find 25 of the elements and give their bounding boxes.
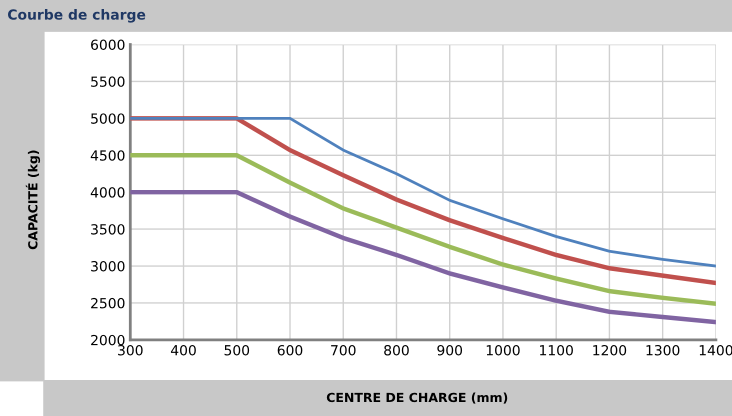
y-tick-label: 4000 [90,187,125,198]
x-tick-label: 800 [384,344,409,356]
x-tick-label: 1100 [540,344,573,356]
y-tick-label: 4500 [90,150,125,161]
y-axis-title: CAPACITÉ (kg) [26,150,40,250]
x-tick-label: 900 [437,344,462,356]
y-tick-label: 3000 [91,261,125,272]
y-tick-label: 3500 [91,224,125,235]
x-axis-title: CENTRE DE CHARGE (mm) [326,392,508,404]
x-tick-label: 1300 [646,344,680,356]
y-tick-label: 5500 [91,76,125,87]
line-series [130,190,716,324]
y-tick-label: 6000 [91,39,125,50]
x-tick-label: 500 [224,344,250,356]
x-tick-label: 400 [170,344,196,356]
x-tick-label: 300 [118,344,143,356]
x-tick-label: 600 [278,344,302,356]
y-tick-label: 2000 [91,334,125,346]
line-series [130,153,716,306]
x-tick-label: 1000 [486,344,520,356]
x-tick-label: 1200 [593,344,626,356]
y-tick-label: 5000 [91,113,125,124]
y-tick-label: 2500 [91,298,125,308]
x-tick-label: 700 [331,344,356,356]
chart-title: Courbe de charge [8,9,146,23]
